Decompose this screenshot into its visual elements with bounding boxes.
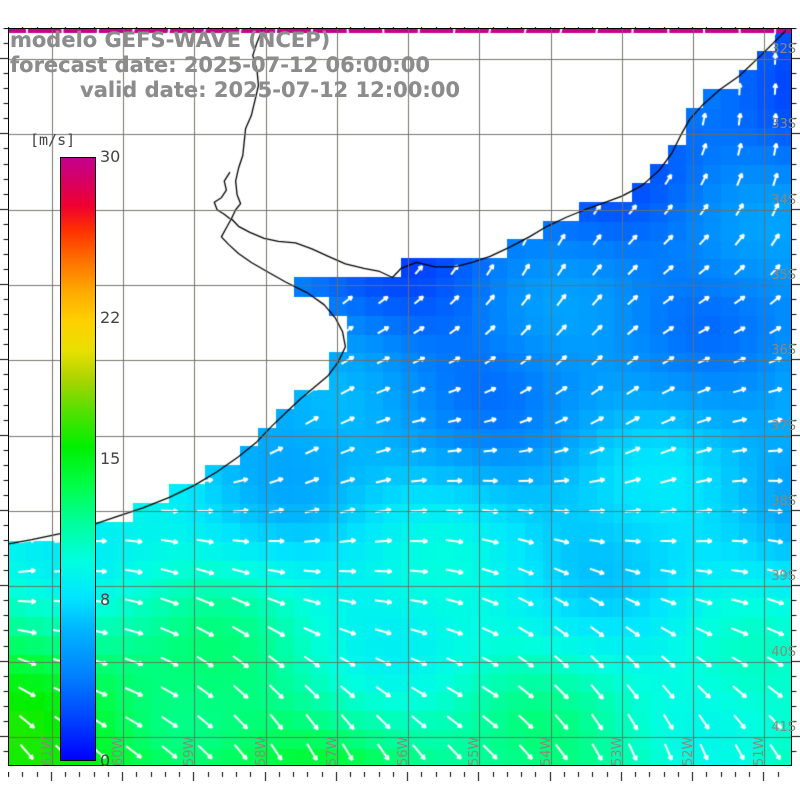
model-title: modelo GEFS-WAVE (NCEP) [10,28,331,52]
lat-label: 32S [771,42,796,58]
title-block: modelo GEFS-WAVE (NCEP) forecast date: 2… [10,28,530,103]
lat-label: 41S [771,719,796,735]
forecast-date: forecast date: 2025-07-12 06:00:00 [10,53,430,77]
tick-canvas [792,28,800,766]
axis-ticks-left [0,28,8,766]
lat-label: 38S [771,493,796,509]
lat-label: 34S [771,192,796,208]
colorbar [60,157,96,761]
graticule-gridlines [9,29,791,765]
colorbar-tick-label: 8 [100,589,111,609]
colorbar-tick-label: 30 [100,147,121,166]
lat-label: 36S [771,343,796,359]
tick-canvas [8,772,792,781]
colorbar-tick-label: 0 [100,751,111,770]
colorbar-tick-label: 22 [100,308,121,328]
colorbar-unit-label: [m/s] [30,131,76,149]
colorbar-gradient [60,157,96,761]
axis-ticks-right [792,28,800,766]
lat-label: 39S [771,569,796,585]
lat-label: 40S [771,644,796,660]
lat-label: 37S [771,418,796,434]
colorbar-tick-label: 15 [100,449,121,468]
lat-label: 33S [771,117,796,133]
axis-ticks-bottom [8,766,792,781]
lat-label: 35S [771,268,796,284]
tick-canvas [0,28,8,766]
axis-ticks-top [8,20,792,35]
valid-date: valid date: 2025-07-12 12:00:00 [80,78,460,102]
map-plot-area [8,28,792,766]
